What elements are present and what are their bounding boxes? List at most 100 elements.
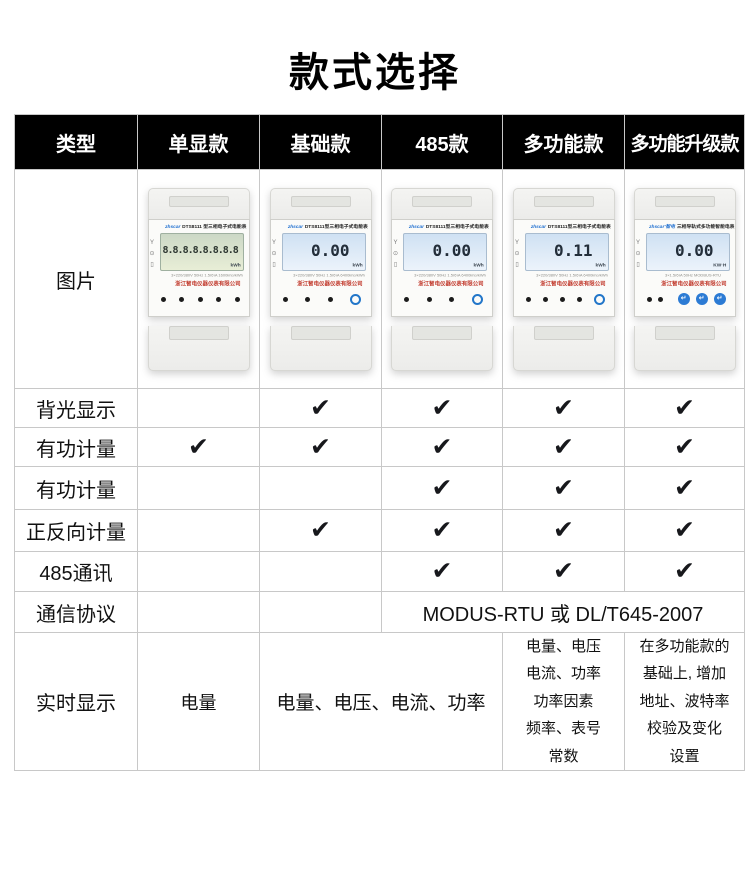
meter-button-icon: ↵: [713, 293, 726, 305]
meter-image-multifunction-upgrade: Y ⊙ ▯ zhscar'智电 三相导轨式多功能智能电表 0.00 KW·H 3×1.…: [633, 187, 736, 371]
meter-model-text: DTS8111型三相电子式电能表: [304, 223, 368, 228]
realtime-cell-basic-485: 电量、电压、电流、功率: [259, 631, 503, 772]
meter-model-text: 三相导轨式多功能智能电表: [676, 223, 734, 228]
feature-row-485-communication: 485通讯 ✔ ✔ ✔: [14, 551, 745, 592]
indicator-dot: [404, 296, 409, 302]
feature-row-active-metering-2: 有功计量 ✔ ✔ ✔: [14, 466, 745, 510]
indicator-dots: ↵ ↵ ↵: [646, 293, 726, 306]
feature-row-label: 正反向计量: [14, 509, 138, 552]
lcd-digits: 0.11: [553, 240, 593, 260]
meter-company-text: 浙江智电仪器仪表有限公司: [174, 280, 241, 286]
meter-terminal-cover: [269, 325, 372, 371]
indicator-dot: [576, 296, 582, 302]
realtime-row: 实时显示 电量 电量、电压、电流、功率 电量、电压 电流、功率 功率因素 频率、…: [14, 631, 745, 772]
meter-spec-text: 3×220/380V 50Hz 1.5(6)A 6400imp/kWh: [414, 272, 486, 277]
realtime-cell-upgrade: 在多功能款的 基础上, 增加 地址、波特率 校验及变化 设置: [624, 631, 745, 772]
meter-brand-line: zhscar DTS8111型三相电子式电能表: [524, 223, 618, 228]
header-cell-multifunction-upgrade: 多功能升级款: [624, 114, 745, 170]
indicator-dot: [646, 296, 652, 302]
feature-cell check-icon: ✔: [381, 551, 503, 592]
feature-row-label: 有功计量: [14, 427, 138, 467]
indicator-dot: [179, 296, 184, 302]
lcd-unit: kWh: [595, 262, 606, 268]
meter-button-icon: ↵: [695, 293, 708, 305]
meter-terminal-cover: [391, 325, 493, 371]
image-cell-basic: Y ⊙ ▯ zhscar DTS8111型三相电子式电能表 0.00 kWh 3×22…: [259, 169, 382, 389]
indicator-dot: [657, 296, 663, 302]
header-row: 类型 单显款 基础款 485款 多功能款 多功能升级款: [14, 114, 745, 170]
feature-row-label: 有功计量: [14, 466, 138, 510]
meter-company-text: 浙江智电仪器仪表有限公司: [660, 280, 727, 286]
feature-cell check-icon: ✔: [624, 388, 745, 428]
lcd-unit: kWh: [352, 262, 363, 268]
meter-brand-line: zhscar DTS8111型三相电子式电能表: [281, 223, 375, 228]
meter-side-symbols: Y ⊙ ▯: [635, 239, 641, 269]
meter-spec-text: 3×220/380V 50Hz 1.5(6)A 6400imp/kWh: [292, 272, 365, 277]
feature-cell: [137, 388, 260, 428]
indicator-dot: [234, 296, 240, 302]
indicator-dot: [542, 296, 548, 302]
lcd-digits: 0.00: [432, 240, 471, 260]
meter-terminal-cover: [633, 325, 736, 371]
comparison-table: 类型 单显款 基础款 485款 多功能款 多功能升级款 图片 Y ⊙ ▯ zhsca…: [14, 114, 745, 772]
header-cell-type: 类型: [14, 114, 138, 170]
feature-cell: [137, 466, 260, 510]
lcd-display: 8.8.8.8.8.8.8.8 kWh: [159, 232, 244, 271]
indicator-dot: [449, 296, 455, 302]
meter-spec-text: 3×220/380V 50Hz 1.5(6)A 6400imp/kWh: [535, 272, 608, 277]
feature-cell check-icon: ✔: [259, 427, 382, 467]
meter-model-text: DTS8111型三相电子式电能表: [425, 223, 489, 228]
indicator-dot: [559, 296, 565, 302]
image-row: 图片 Y ⊙ ▯ zhscar DTS8111 型三相电子式电能表 8.8.8.8.8…: [14, 169, 745, 389]
indicator-dots: [404, 293, 483, 306]
indicator-dot: [282, 296, 288, 302]
image-cell-multifunction: Y ⊙ ▯ zhscar DTS8111型三相电子式电能表 0.11 kWh 3×22…: [502, 169, 625, 389]
meter-faceplate: Y ⊙ ▯ zhscar'智电 三相导轨式多功能智能电表 0.00 KW·H 3×1.…: [633, 218, 736, 317]
meter-terminal-cover: [512, 187, 615, 219]
header-cell-basic: 基础款: [259, 114, 382, 170]
image-cell-multifunction-upgrade: Y ⊙ ▯ zhscar'智电 三相导轨式多功能智能电表 0.00 KW·H 3×1.…: [624, 169, 745, 389]
meter-image-basic: Y ⊙ ▯ zhscar DTS8111型三相电子式电能表 0.00 kWh 3×22…: [269, 187, 375, 371]
meter-side-symbols: Y ⊙ ▯: [149, 239, 155, 269]
protocol-value: MODUS-RTU 或 DL/T645-2007: [381, 591, 745, 633]
meter-image-multifunction: Y ⊙ ▯ zhscar DTS8111型三相电子式电能表 0.11 kWh 3×22…: [512, 187, 618, 371]
realtime-row-label: 实时显示: [14, 631, 138, 772]
protocol-cell-empty: [259, 591, 382, 633]
feature-cell check-icon: ✔: [502, 388, 625, 428]
feature-cell check-icon: ✔: [137, 427, 260, 467]
indicator-dots: [525, 293, 605, 306]
meter-image-single-display: Y ⊙ ▯ zhscar DTS8111 型三相电子式电能表 8.8.8.8.8.8.…: [147, 187, 250, 371]
lcd-digits: 8.8.8.8.8.8.8.8: [162, 244, 239, 256]
lcd-unit: KW·H: [713, 262, 727, 268]
meter-faceplate: Y ⊙ ▯ zhscar DTS8111 型三相电子式电能表 8.8.8.8.8.8.…: [147, 218, 250, 317]
feature-cell check-icon: ✔: [624, 551, 745, 592]
feature-row-label: 485通讯: [14, 551, 138, 592]
lcd-unit: kWh: [230, 262, 241, 268]
lcd-digits: 0.00: [310, 240, 350, 260]
image-cell-single-display: Y ⊙ ▯ zhscar DTS8111 型三相电子式电能表 8.8.8.8.8.8.…: [137, 169, 260, 389]
feature-cell check-icon: ✔: [259, 509, 382, 552]
header-cell-multifunction: 多功能款: [502, 114, 625, 170]
feature-cell: [259, 551, 382, 592]
meter-terminal-cover: [147, 187, 250, 219]
lcd-display: 0.11 kWh: [524, 232, 609, 271]
page-title: 款式选择: [289, 51, 461, 95]
meter-company-text: 浙江智电仪器仪表有限公司: [296, 280, 363, 286]
feature-cell: [137, 509, 260, 552]
indicator-dot: [197, 296, 203, 302]
meter-company-text: 浙江智电仪器仪表有限公司: [418, 280, 484, 286]
brand-logo: zhscar'智电: [648, 223, 675, 228]
meter-faceplate: Y ⊙ ▯ zhscar DTS8111型三相电子式电能表 0.00 kWh 3×22…: [391, 218, 493, 317]
realtime-cell-multifunction: 电量、电压 电流、功率 功率因素 频率、表号 常数: [502, 631, 625, 772]
feature-cell check-icon: ✔: [381, 466, 503, 510]
feature-cell check-icon: ✔: [381, 509, 503, 552]
lcd-digits: 0.00: [674, 240, 714, 260]
meter-faceplate: Y ⊙ ▯ zhscar DTS8111型三相电子式电能表 0.00 kWh 3×22…: [269, 218, 375, 317]
lcd-display: 0.00 kWh: [281, 232, 366, 271]
feature-cell check-icon: ✔: [502, 509, 625, 552]
certification-logo: [593, 293, 605, 305]
protocol-cell-empty: [137, 591, 260, 633]
indicator-dot: [525, 296, 531, 302]
meter-model-text: DTS8111型三相电子式电能表: [547, 223, 611, 228]
feature-cell check-icon: ✔: [502, 551, 625, 592]
